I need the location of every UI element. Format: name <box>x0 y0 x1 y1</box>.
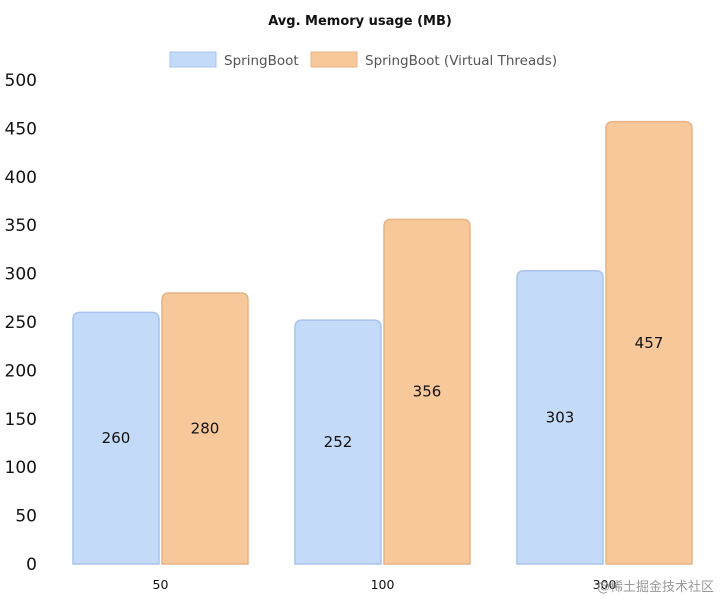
bars: 260 280 252 356 303 457 <box>72 120 693 565</box>
bar <box>383 218 471 565</box>
bar-value-label: 252 <box>324 433 353 451</box>
y-axis: 0 50 100 150 200 250 300 350 400 450 500 <box>5 71 37 575</box>
bar <box>605 120 693 565</box>
bar <box>294 319 382 565</box>
y-tick-label: 400 <box>5 168 37 188</box>
bar-value-label: 280 <box>191 419 220 437</box>
legend-item[interactable]: SpringBoot (Virtual Threads) <box>310 51 557 69</box>
legend-label: SpringBoot <box>224 53 299 69</box>
legend-label: SpringBoot (Virtual Threads) <box>365 53 557 69</box>
bar-value-label: 260 <box>102 429 131 447</box>
y-tick-label: 0 <box>26 555 37 575</box>
bar <box>72 311 160 565</box>
bar-value-label: 356 <box>413 383 442 401</box>
legend-swatch <box>310 51 358 68</box>
bar-value-label: 457 <box>635 334 664 352</box>
y-tick-label: 450 <box>5 119 37 139</box>
legend-item[interactable]: SpringBoot <box>169 51 299 69</box>
y-tick-label: 500 <box>5 71 37 91</box>
bar <box>516 269 604 565</box>
chart-legend: SpringBoot SpringBoot (Virtual Threads) <box>169 51 557 69</box>
legend-swatch <box>169 51 217 68</box>
x-axis: 50 100 300 <box>153 577 617 592</box>
bar <box>161 292 249 565</box>
y-tick-label: 150 <box>5 410 37 430</box>
y-tick-label: 250 <box>5 313 37 333</box>
y-tick-label: 350 <box>5 216 37 236</box>
y-tick-label: 100 <box>5 458 37 478</box>
chart-title: Avg. Memory usage (MB) <box>268 14 452 29</box>
y-tick-label: 300 <box>5 265 37 285</box>
watermark: @稀土掘金技术社区 <box>597 579 714 595</box>
y-tick-label: 200 <box>5 361 37 381</box>
x-tick-label: 100 <box>371 577 395 592</box>
x-tick-label: 300 <box>593 577 617 592</box>
x-tick-label: 50 <box>153 577 169 592</box>
bar-value-label: 303 <box>546 408 575 426</box>
y-tick-label: 50 <box>15 507 37 527</box>
